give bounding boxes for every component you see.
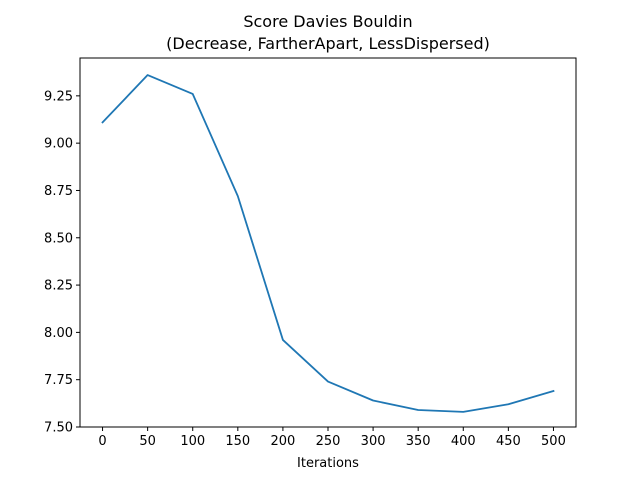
y-tick-label: 8.00 — [44, 326, 73, 341]
plot-area: 0 50 100 150 200 250 300 350 400 450 500 7.50 7.75 8… — [44, 57, 577, 449]
x-tick-label: 100 — [180, 434, 205, 449]
series-layer — [101, 74, 555, 413]
x-tick-label: 500 — [541, 434, 566, 449]
chart-title-line2: (Decrease, FartherApart, LessDispersed) — [166, 34, 490, 53]
y-tick-label: 9.25 — [44, 89, 73, 104]
y-axis-ticks: 7.50 7.75 8.00 8.25 8.50 8.75 9.00 9.25 — [44, 89, 80, 436]
x-tick-label: 50 — [139, 434, 156, 449]
x-axis-ticks: 0 50 100 150 200 250 300 350 400 450 500 — [98, 427, 566, 449]
y-tick-label: 8.50 — [44, 231, 73, 246]
y-tick-label: 9.00 — [44, 137, 73, 152]
y-tick-label: 8.25 — [44, 279, 73, 294]
y-tick-label: 7.75 — [44, 373, 73, 388]
x-tick-label: 350 — [406, 434, 431, 449]
x-tick-label: 300 — [361, 434, 386, 449]
x-tick-label: 150 — [225, 434, 250, 449]
plot-background — [80, 58, 576, 427]
x-axis-label: Iterations — [297, 456, 359, 471]
x-tick-label: 450 — [496, 434, 521, 449]
series-line — [101, 74, 555, 413]
chart-title-line1: Score Davies Bouldin — [243, 12, 412, 31]
x-tick-label: 0 — [98, 434, 106, 449]
y-tick-label: 8.75 — [44, 184, 73, 199]
y-tick-label: 7.50 — [44, 421, 73, 436]
x-tick-label: 200 — [270, 434, 295, 449]
plot-frame — [79, 57, 577, 428]
x-tick-label: 250 — [316, 434, 341, 449]
x-tick-label: 400 — [451, 434, 476, 449]
